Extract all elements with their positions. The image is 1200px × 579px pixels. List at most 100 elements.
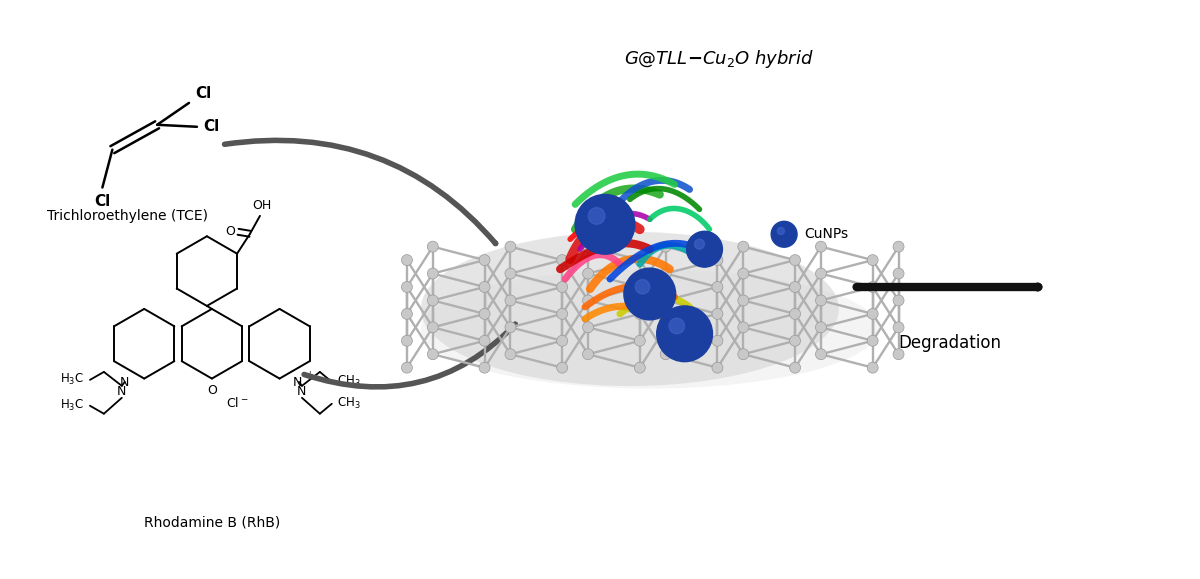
Circle shape (868, 335, 878, 346)
Circle shape (624, 268, 676, 320)
Text: Cl: Cl (95, 195, 110, 210)
Circle shape (588, 208, 605, 224)
Circle shape (427, 295, 438, 306)
Circle shape (790, 335, 800, 346)
Text: Degradation: Degradation (899, 334, 1002, 352)
Circle shape (582, 268, 594, 279)
Text: CuNPs: CuNPs (804, 228, 848, 241)
Text: O: O (206, 383, 217, 397)
Ellipse shape (421, 232, 839, 386)
Circle shape (712, 281, 722, 292)
Circle shape (479, 309, 490, 320)
Text: Rhodamine B (RhB): Rhodamine B (RhB) (144, 516, 280, 530)
Circle shape (582, 349, 594, 360)
Circle shape (893, 295, 904, 306)
Circle shape (790, 255, 800, 266)
Circle shape (402, 281, 413, 292)
Circle shape (402, 362, 413, 373)
Circle shape (660, 322, 671, 333)
Circle shape (575, 195, 635, 254)
Circle shape (712, 255, 722, 266)
Circle shape (505, 322, 516, 333)
Circle shape (816, 241, 827, 252)
Circle shape (656, 306, 713, 362)
Circle shape (660, 241, 671, 252)
Text: N: N (293, 376, 301, 389)
Text: OH: OH (252, 199, 271, 212)
Circle shape (479, 362, 490, 373)
Circle shape (816, 349, 827, 360)
Circle shape (635, 281, 646, 292)
Circle shape (635, 309, 646, 320)
Circle shape (790, 362, 800, 373)
Circle shape (557, 309, 568, 320)
Circle shape (427, 241, 438, 252)
FancyArrowPatch shape (224, 140, 496, 244)
Text: Cl$^-$: Cl$^-$ (226, 397, 248, 411)
Text: H$_3$C: H$_3$C (60, 398, 84, 413)
Circle shape (816, 295, 827, 306)
Circle shape (893, 268, 904, 279)
Circle shape (557, 281, 568, 292)
Circle shape (712, 362, 722, 373)
Circle shape (427, 322, 438, 333)
Circle shape (790, 281, 800, 292)
Text: N: N (118, 385, 126, 398)
Circle shape (868, 255, 878, 266)
Circle shape (695, 239, 704, 249)
Circle shape (660, 349, 671, 360)
Circle shape (505, 349, 516, 360)
Circle shape (479, 335, 490, 346)
Circle shape (816, 322, 827, 333)
Text: $\mathbf{\mathit{G@TLL}}$$\mathbf{-}$$\mathbf{\mathit{Cu_2O}}$ $\mathbf{\mathit{: $\mathbf{\mathit{G@TLL}}$$\mathbf{-}$$\m… (624, 48, 815, 70)
Circle shape (660, 268, 671, 279)
Circle shape (427, 349, 438, 360)
Circle shape (893, 349, 904, 360)
Circle shape (427, 268, 438, 279)
Text: H$_3$C: H$_3$C (60, 372, 84, 387)
Circle shape (668, 318, 684, 334)
Circle shape (402, 335, 413, 346)
Circle shape (635, 280, 649, 294)
Circle shape (479, 281, 490, 292)
Text: O: O (226, 225, 235, 239)
Ellipse shape (421, 269, 878, 389)
Circle shape (582, 295, 594, 306)
Circle shape (557, 335, 568, 346)
Circle shape (479, 255, 490, 266)
Circle shape (712, 335, 722, 346)
Circle shape (582, 241, 594, 252)
Circle shape (868, 281, 878, 292)
Circle shape (686, 231, 722, 267)
Circle shape (816, 268, 827, 279)
Circle shape (868, 309, 878, 320)
Circle shape (738, 349, 749, 360)
Circle shape (505, 241, 516, 252)
Text: N: N (298, 385, 307, 398)
Circle shape (893, 322, 904, 333)
Circle shape (738, 241, 749, 252)
Circle shape (635, 335, 646, 346)
FancyArrowPatch shape (304, 324, 515, 387)
Circle shape (790, 309, 800, 320)
Circle shape (402, 309, 413, 320)
Circle shape (772, 221, 797, 247)
Text: N: N (120, 376, 130, 389)
Text: CH$_3$: CH$_3$ (337, 396, 360, 411)
Circle shape (738, 322, 749, 333)
Circle shape (893, 241, 904, 252)
Text: Cl: Cl (203, 119, 220, 134)
Circle shape (660, 295, 671, 306)
Circle shape (557, 362, 568, 373)
Circle shape (738, 268, 749, 279)
Circle shape (738, 295, 749, 306)
Circle shape (868, 362, 878, 373)
Circle shape (712, 309, 722, 320)
Circle shape (582, 322, 594, 333)
Text: $^+$: $^+$ (305, 370, 314, 380)
Circle shape (557, 255, 568, 266)
Circle shape (635, 255, 646, 266)
Circle shape (402, 255, 413, 266)
Text: Cl: Cl (194, 86, 211, 101)
Circle shape (505, 295, 516, 306)
